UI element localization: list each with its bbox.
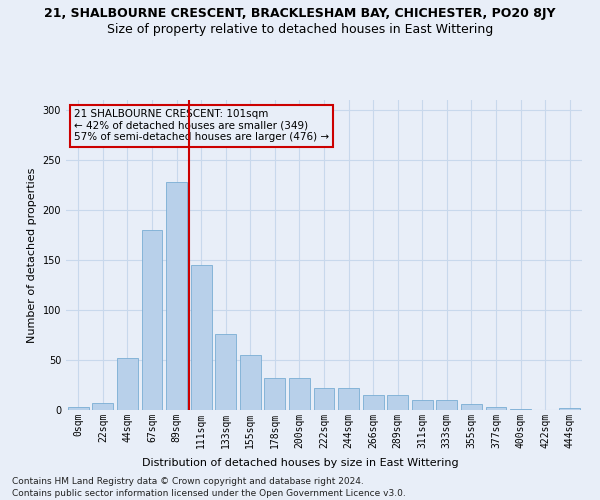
Bar xyxy=(142,230,163,410)
Bar xyxy=(240,355,261,410)
Bar xyxy=(412,400,433,410)
Bar xyxy=(265,378,286,410)
Bar xyxy=(68,407,89,410)
Bar xyxy=(485,407,506,410)
Bar xyxy=(191,265,212,410)
Bar xyxy=(461,404,482,410)
Bar xyxy=(510,409,531,410)
Bar xyxy=(387,395,408,410)
Text: 21, SHALBOURNE CRESCENT, BRACKLESHAM BAY, CHICHESTER, PO20 8JY: 21, SHALBOURNE CRESCENT, BRACKLESHAM BAY… xyxy=(44,8,556,20)
Bar xyxy=(166,182,187,410)
Bar xyxy=(117,358,138,410)
Bar xyxy=(362,395,383,410)
Text: Contains HM Land Registry data © Crown copyright and database right 2024.: Contains HM Land Registry data © Crown c… xyxy=(12,478,364,486)
Y-axis label: Number of detached properties: Number of detached properties xyxy=(27,168,37,342)
Text: Contains public sector information licensed under the Open Government Licence v3: Contains public sector information licen… xyxy=(12,489,406,498)
Bar xyxy=(92,403,113,410)
Bar xyxy=(289,378,310,410)
Bar xyxy=(436,400,457,410)
Bar xyxy=(314,388,334,410)
Text: 21 SHALBOURNE CRESCENT: 101sqm
← 42% of detached houses are smaller (349)
57% of: 21 SHALBOURNE CRESCENT: 101sqm ← 42% of … xyxy=(74,110,329,142)
Bar xyxy=(338,388,359,410)
Text: Distribution of detached houses by size in East Wittering: Distribution of detached houses by size … xyxy=(142,458,458,468)
Bar xyxy=(559,408,580,410)
Text: Size of property relative to detached houses in East Wittering: Size of property relative to detached ho… xyxy=(107,22,493,36)
Bar xyxy=(215,334,236,410)
